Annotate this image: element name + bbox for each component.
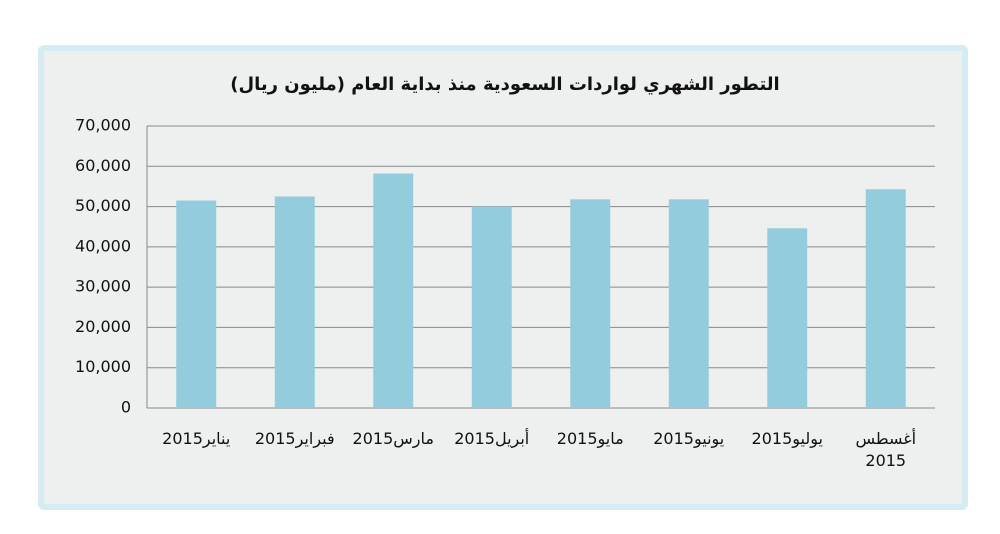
y-tick-label: 60,000	[75, 156, 131, 175]
chart-title: التطور الشهري لواردات السعودية منذ بداية…	[230, 74, 779, 95]
y-tick-label: 30,000	[75, 277, 131, 296]
x-tick-label: فبراير2015	[254, 429, 335, 448]
bar	[570, 199, 611, 408]
y-tick-label: 0	[121, 398, 131, 417]
bar	[373, 173, 414, 408]
x-tick-label: أغسطس 2015	[855, 429, 917, 470]
y-tick-label: 20,000	[75, 317, 131, 336]
x-tick-label: أبريل2015	[454, 429, 530, 448]
bar	[471, 206, 512, 408]
bar	[865, 189, 906, 408]
x-tick-label: مايو2015	[556, 429, 624, 448]
x-tick-label: مارس2015	[352, 429, 434, 448]
x-tick-label: يوليو2015	[751, 429, 823, 448]
x-tick-label: يناير2015	[162, 429, 231, 448]
bar	[668, 199, 709, 408]
bar	[176, 200, 217, 408]
y-tick-label: 70,000	[75, 116, 131, 135]
bar	[274, 196, 315, 408]
y-tick-label: 40,000	[75, 236, 131, 255]
bar	[767, 228, 808, 408]
y-tick-label: 10,000	[75, 357, 131, 376]
y-tick-label: 50,000	[75, 196, 131, 215]
x-tick-label: يونيو2015	[653, 429, 725, 448]
